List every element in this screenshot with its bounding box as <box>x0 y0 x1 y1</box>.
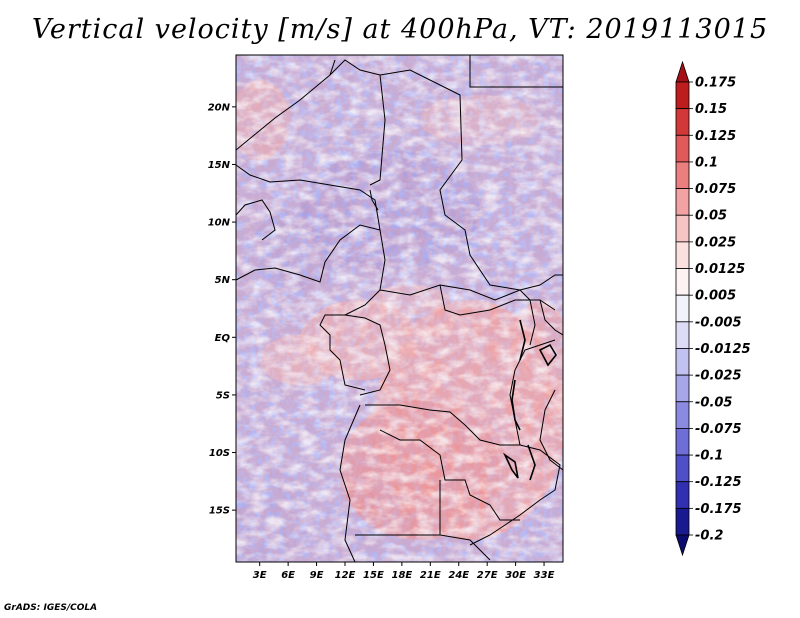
lon-label: 21E <box>420 570 441 581</box>
colorbar-swatch <box>675 374 690 403</box>
colorbar-swatch <box>675 454 690 483</box>
colorbar-label: 0.0125 <box>695 262 745 277</box>
lon-label: 12E <box>335 570 356 581</box>
colorbar-label: 0.15 <box>695 102 727 117</box>
lat-label: 20N <box>208 102 231 113</box>
colorbar-label: 0.025 <box>695 235 736 250</box>
colorbar-label: -0.025 <box>695 369 742 384</box>
colorbar-label: 0.075 <box>695 182 736 197</box>
lon-label: 30E <box>505 570 526 581</box>
colorbar-label: -0.005 <box>695 315 742 330</box>
grads-credit: GrADS: IGES/COLA <box>4 603 98 613</box>
colorbar-swatch <box>675 108 690 136</box>
colorbar-label: -0.1 <box>695 449 723 464</box>
latitude-axis: 20N 15N 10N 5N EQ 5S 10S 15S <box>208 102 236 517</box>
colorbar-label: -0.125 <box>695 475 742 490</box>
colorbar-bottom-arrow <box>675 534 690 557</box>
colorbar-swatch <box>675 348 690 376</box>
colorbar-label: 0.05 <box>695 209 727 224</box>
longitude-axis: 3E 6E 9E 12E 15E 18E 21E 24E 27E 30E 33E <box>253 562 555 581</box>
colorbar-swatch <box>675 321 690 349</box>
colorbar-swatch <box>675 134 690 163</box>
lon-label: 24E <box>448 570 469 581</box>
colorbar-swatch <box>675 507 690 536</box>
colorbar-top-arrow <box>675 60 690 83</box>
chart-title: Vertical velocity [m/s] at 400hPa, VT: 2… <box>31 14 769 45</box>
map-frame <box>235 54 564 563</box>
colorbar-swatch <box>675 428 690 456</box>
lon-label: 18E <box>391 570 412 581</box>
lat-label: EQ <box>215 333 231 344</box>
colorbar-label: -0.05 <box>695 395 732 410</box>
colorbar-label: 0.175 <box>695 76 736 91</box>
colorbar-swatch <box>675 294 690 323</box>
colorbar-label: 0.005 <box>695 289 736 304</box>
lon-label: 3E <box>253 570 267 581</box>
colorbar-swatch <box>675 401 690 429</box>
colorbar-label: -0.0125 <box>695 342 751 357</box>
lon-label: 9E <box>310 570 324 581</box>
colorbar-label: -0.075 <box>695 422 742 437</box>
colorbar-label: 0.125 <box>695 129 736 144</box>
lat-label: 10S <box>209 448 230 459</box>
colorbar-swatch <box>675 188 690 216</box>
lat-label: 10N <box>208 218 231 229</box>
lat-label: 5N <box>215 275 231 286</box>
colorbar-swatch <box>675 81 690 110</box>
lon-label: 6E <box>281 570 295 581</box>
lon-label: 15E <box>363 570 384 581</box>
lat-label: 5S <box>216 390 230 401</box>
lon-label: 33E <box>534 570 555 581</box>
velocity-field <box>236 55 563 562</box>
lat-label: 15N <box>208 160 231 171</box>
colorbar-label: -0.175 <box>695 502 742 517</box>
colorbar-label: -0.2 <box>695 529 723 544</box>
colorbar-swatch <box>675 214 690 243</box>
colorbar: 0.175 0.15 0.125 0.1 0.075 0.05 0.025 0.0125 0.0… <box>675 60 751 557</box>
lakes <box>503 319 557 481</box>
country-borders <box>236 55 563 562</box>
colorbar-label: 0.1 <box>695 155 718 170</box>
colorbar-swatch <box>675 481 690 509</box>
colorbar-swatch <box>675 161 690 189</box>
lon-label: 27E <box>477 570 498 581</box>
colorbar-swatch <box>675 241 690 269</box>
lat-label: 15S <box>209 506 230 517</box>
colorbar-swatch <box>675 268 690 296</box>
